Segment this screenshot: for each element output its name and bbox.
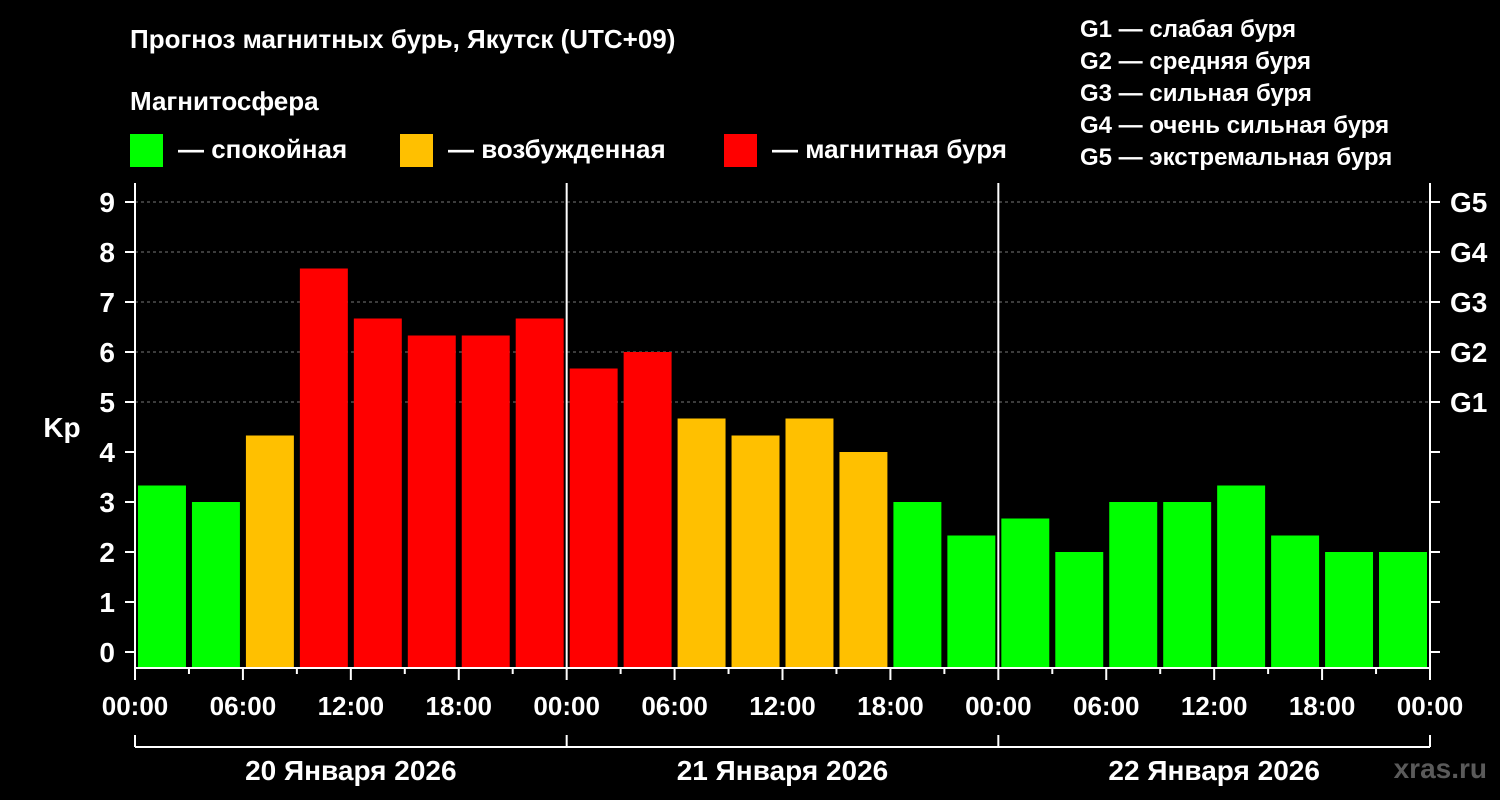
kp-bar [893, 502, 942, 668]
kp-bar [1325, 552, 1374, 668]
y-axis-label: Kp [43, 412, 80, 443]
x-tick-label: 00:00 [1397, 691, 1464, 721]
x-tick-label: 18:00 [857, 691, 924, 721]
storm-scale-g2: G2 — средняя буря [1080, 48, 1311, 75]
chart-title: Прогноз магнитных бурь, Якутск (UTC+09) [130, 24, 675, 54]
kp-bar [191, 502, 240, 668]
kp-bar [1055, 552, 1104, 668]
kp-bar [785, 418, 834, 668]
kp-bar [461, 335, 510, 668]
storm-level-label: G3 [1450, 287, 1487, 318]
kp-bar [1271, 535, 1320, 668]
legend-label-quiet: — спокойная [178, 134, 347, 164]
x-tick-label: 06:00 [641, 691, 708, 721]
y-tick-label: 8 [99, 237, 115, 268]
storm-scale-g3: G3 — сильная буря [1080, 80, 1312, 107]
kp-bar [1109, 502, 1158, 668]
storm-level-label: G1 [1450, 387, 1487, 418]
storm-level-label: G4 [1450, 237, 1488, 268]
x-tick-label: 00:00 [965, 691, 1032, 721]
x-tick-label: 06:00 [210, 691, 277, 721]
kp-bar [1001, 518, 1050, 668]
x-tick-label: 12:00 [749, 691, 816, 721]
kp-bar [1163, 502, 1212, 668]
kp-bar [515, 318, 564, 668]
kp-bar [299, 268, 348, 668]
y-tick-label: 9 [99, 187, 115, 218]
storm-scale-g5: G5 — экстремальная буря [1080, 144, 1392, 171]
storm-level-label: G2 [1450, 337, 1487, 368]
day-label: 22 Января 2026 [1108, 755, 1320, 786]
x-tick-label: 00:00 [102, 691, 169, 721]
x-tick-label: 18:00 [1289, 691, 1356, 721]
kp-bar [1379, 552, 1427, 668]
storm-scale-g4: G4 — очень сильная буря [1080, 112, 1389, 139]
kp-bar [947, 535, 996, 668]
legend-swatch-quiet [130, 134, 163, 167]
kp-bar [1217, 485, 1266, 668]
watermark: xras.ru [1394, 753, 1487, 784]
y-tick-label: 7 [99, 287, 115, 318]
kp-bar [677, 418, 726, 668]
kp-bar [839, 452, 888, 668]
x-tick-label: 12:00 [318, 691, 385, 721]
storm-scale-g1: G1 — слабая буря [1080, 16, 1296, 43]
y-tick-label: 6 [99, 337, 115, 368]
kp-bar [138, 485, 186, 668]
y-tick-label: 5 [99, 387, 115, 418]
x-tick-label: 06:00 [1073, 691, 1140, 721]
kp-bar [245, 435, 294, 668]
legend-label-storm: — магнитная буря [772, 134, 1007, 164]
y-tick-label: 1 [99, 587, 115, 618]
y-tick-label: 3 [99, 487, 115, 518]
y-tick-label: 0 [99, 637, 115, 668]
legend-swatch-active [400, 134, 433, 167]
kp-bar [623, 352, 672, 668]
kp-bar [731, 435, 780, 668]
day-label: 20 Января 2026 [245, 755, 457, 786]
kp-bar [569, 368, 618, 668]
x-tick-label: 12:00 [1181, 691, 1248, 721]
storm-level-label: G5 [1450, 187, 1487, 218]
kp-bar [353, 318, 402, 668]
kp-bar [407, 335, 456, 668]
y-tick-label: 4 [99, 437, 115, 468]
legend-swatch-storm [724, 134, 757, 167]
x-tick-label: 00:00 [533, 691, 600, 721]
x-tick-label: 18:00 [426, 691, 493, 721]
legend-heading: Магнитосфера [130, 86, 319, 116]
y-tick-label: 2 [99, 537, 115, 568]
legend-label-active: — возбужденная [448, 134, 666, 164]
day-label: 21 Января 2026 [677, 755, 889, 786]
